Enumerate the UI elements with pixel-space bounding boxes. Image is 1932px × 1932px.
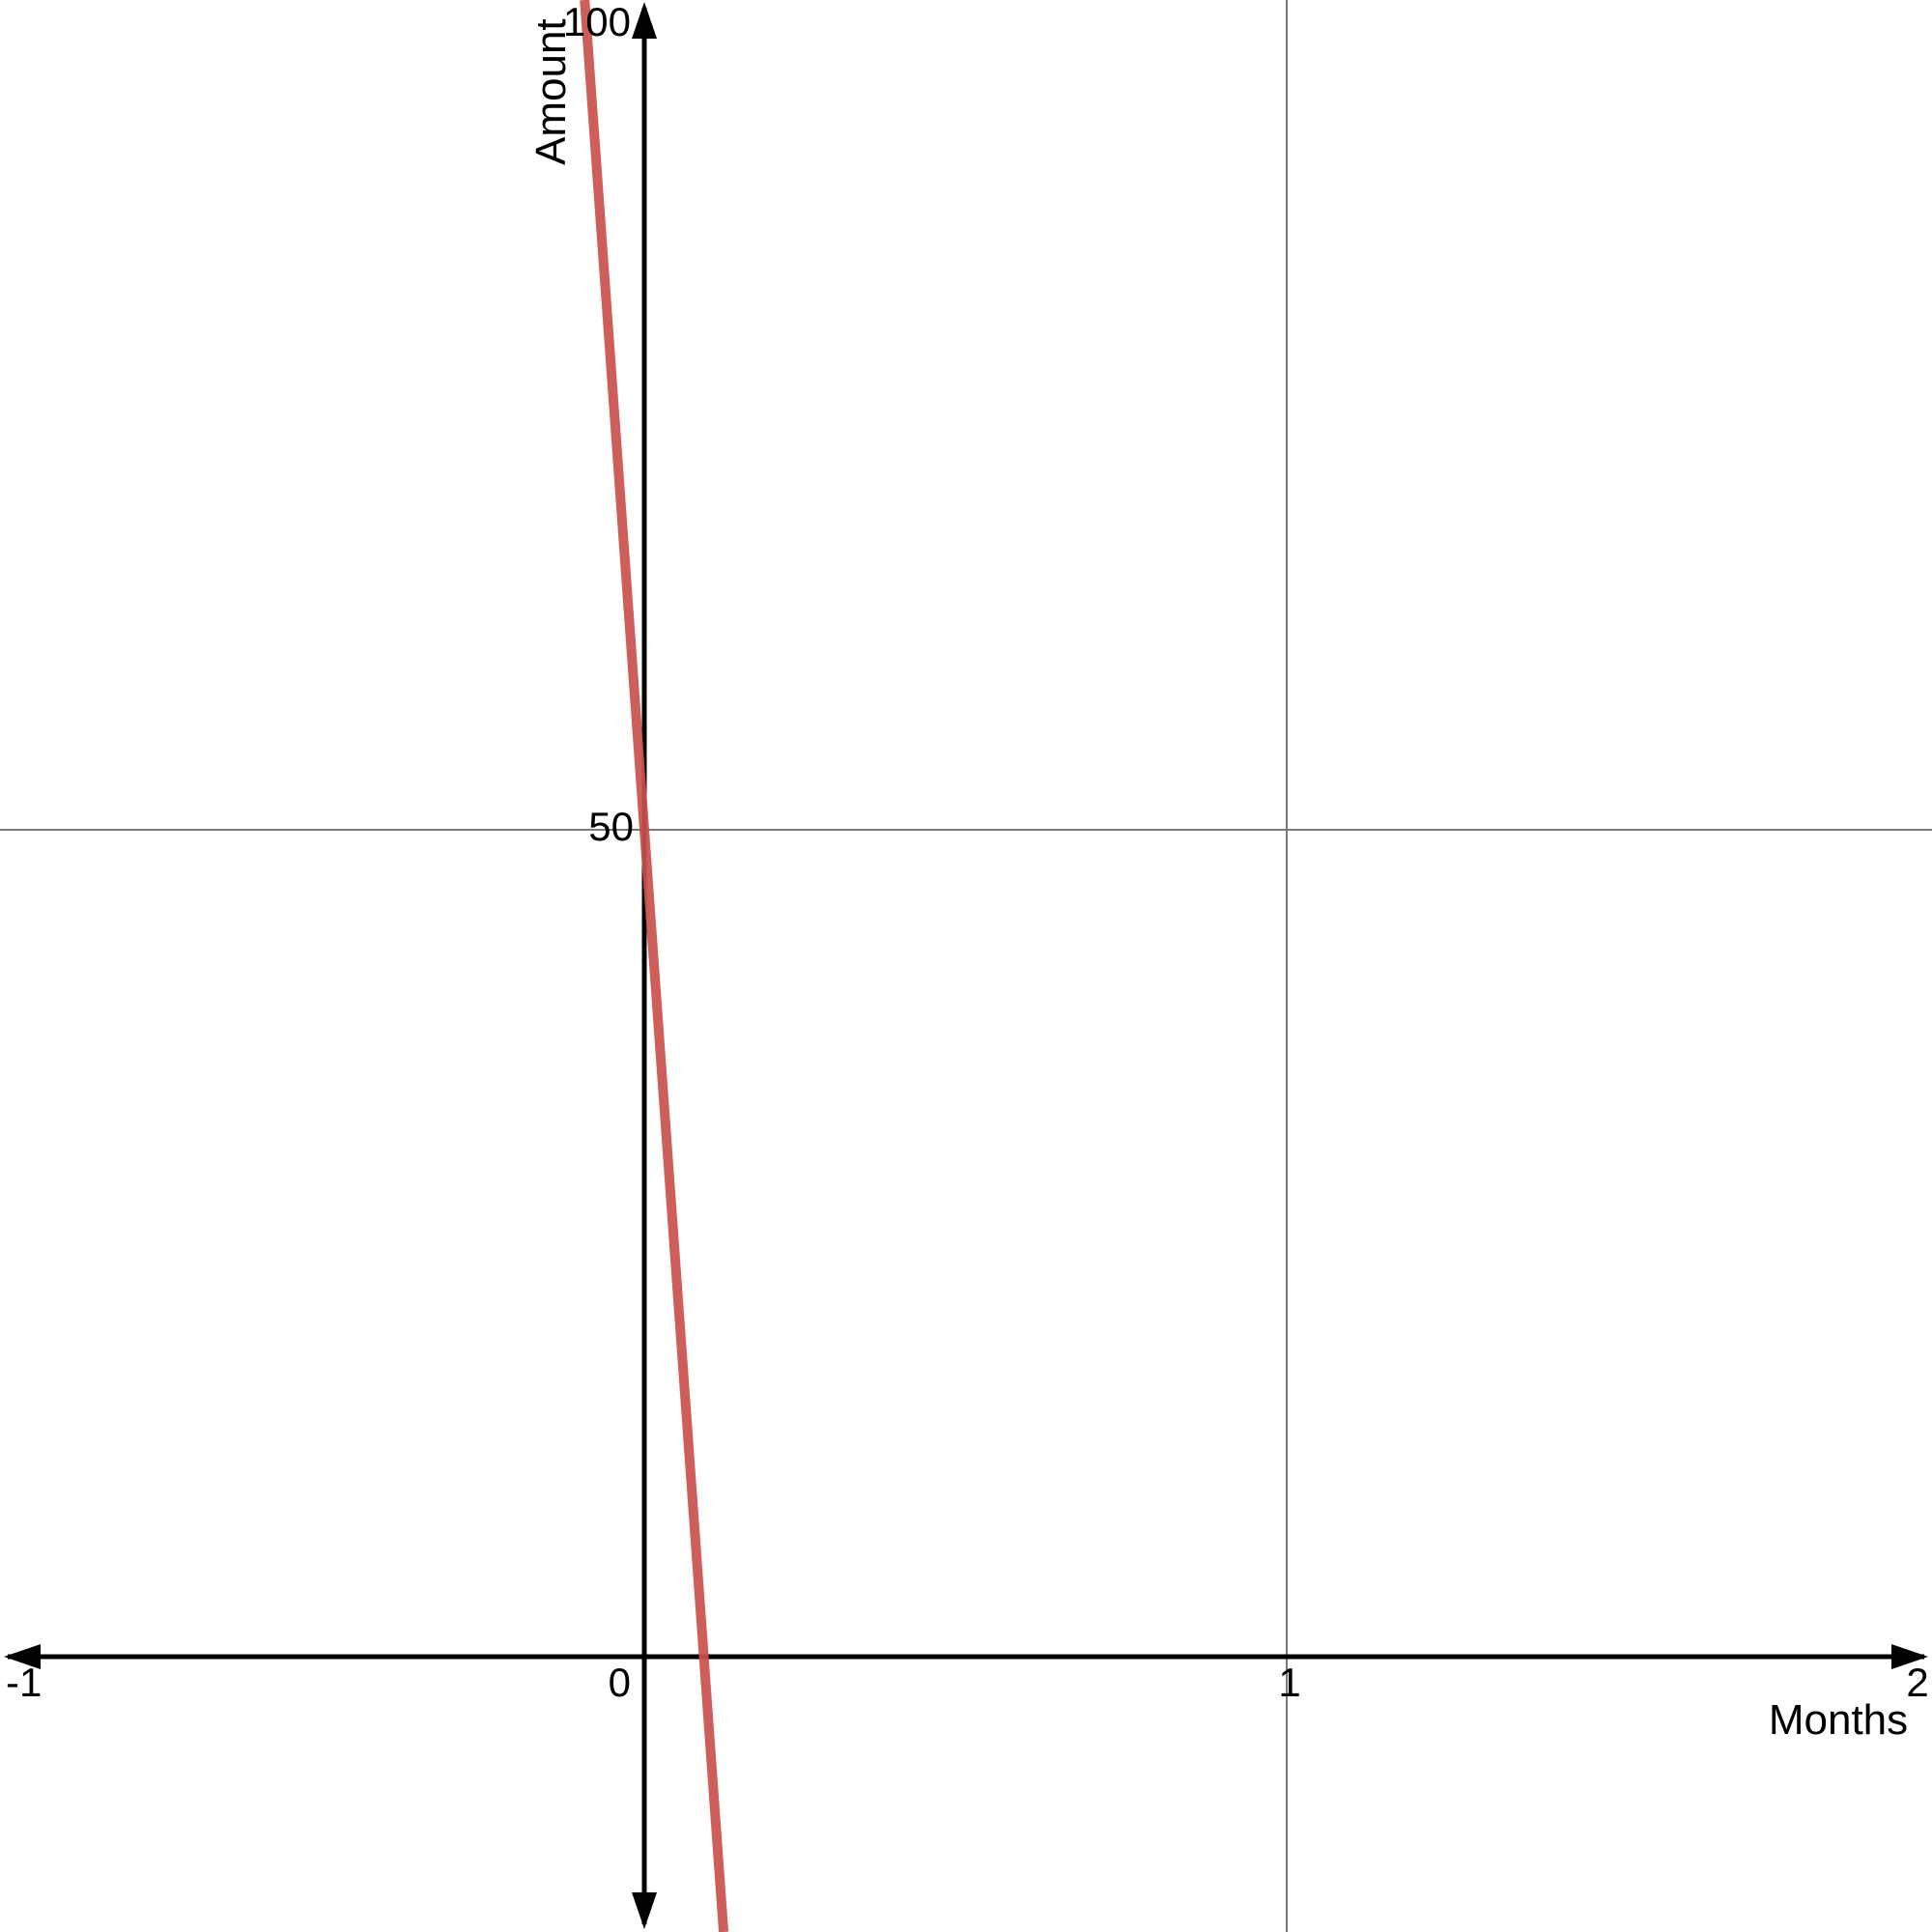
x-axis-title: Months [1768, 1696, 1909, 1744]
x-tick-label-2: 2 [1906, 1660, 1929, 1705]
y-axis-title: Amount [527, 18, 575, 165]
y-tick-label-50: 50 [588, 804, 634, 849]
y-tick-label-100: 100 [562, 0, 631, 44]
x-tick-label-0: 0 [608, 1660, 631, 1705]
x-tick-label-neg1: -1 [6, 1660, 43, 1705]
x-tick-label-1: 1 [1278, 1660, 1301, 1705]
